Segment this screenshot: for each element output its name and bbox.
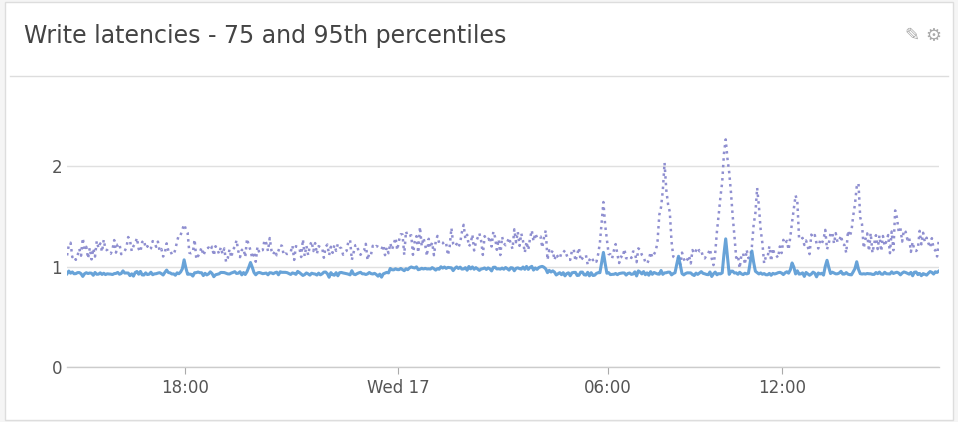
- Text: Write latencies - 75 and 95th percentiles: Write latencies - 75 and 95th percentile…: [24, 24, 507, 48]
- Text: ✎ ⚙: ✎ ⚙: [905, 27, 943, 45]
- FancyBboxPatch shape: [5, 2, 953, 420]
